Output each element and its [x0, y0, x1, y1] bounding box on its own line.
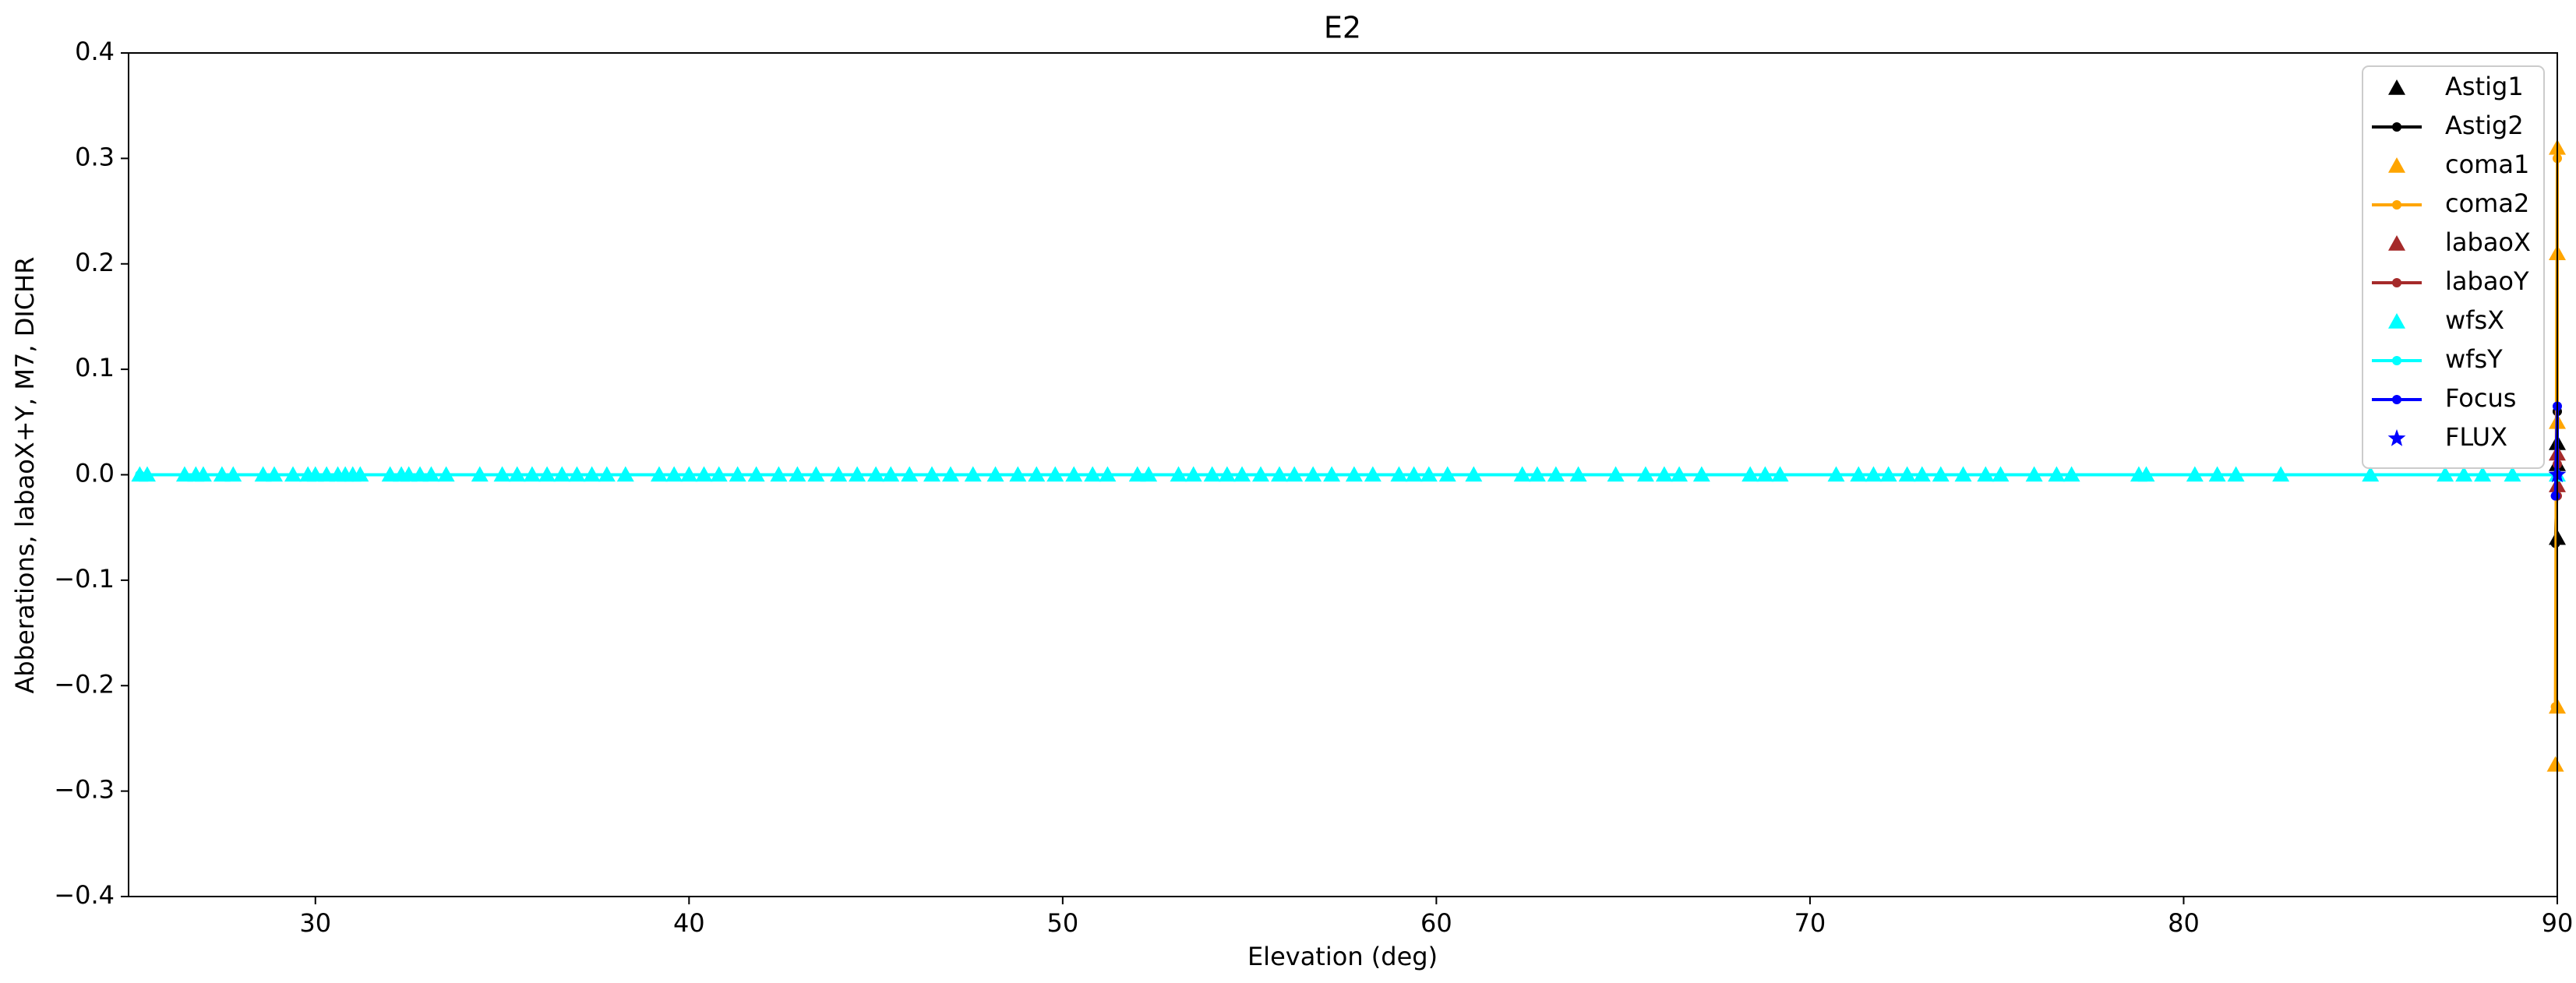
legend-label: labaoY [2445, 266, 2529, 296]
dot-marker [2392, 200, 2401, 210]
y-tick-label: 0.2 [75, 248, 115, 277]
y-tick-label: −0.4 [54, 880, 115, 910]
triangle-marker [2546, 756, 2564, 772]
x-tick-label: 30 [299, 908, 331, 938]
triangle-marker [2388, 79, 2405, 95]
y-tick-label: −0.1 [54, 564, 115, 594]
y-tick-label: −0.2 [54, 669, 115, 699]
star-marker [2387, 429, 2406, 446]
x-tick-label: 80 [2168, 908, 2200, 938]
y-tick-label: −0.3 [54, 775, 115, 805]
legend-label: coma2 [2445, 188, 2529, 218]
dot-marker [2550, 702, 2560, 712]
dot-marker [135, 470, 145, 480]
triangle-marker [2388, 157, 2405, 173]
dot-marker [2392, 395, 2401, 404]
y-tick-label: 0.4 [75, 37, 115, 66]
legend-label: Astig2 [2445, 111, 2524, 140]
triangle-marker [2388, 313, 2405, 329]
y-tick-label: 0.0 [75, 459, 115, 488]
legend-label: wfsX [2445, 305, 2504, 335]
x-tick-label: 50 [1046, 908, 1078, 938]
x-axis-label: Elevation (deg) [1247, 942, 1438, 971]
plot-frame [128, 52, 2558, 897]
dot-marker [2550, 491, 2560, 501]
x-tick-label: 40 [673, 908, 705, 938]
y-tick-label: 0.1 [75, 353, 115, 382]
triangle-marker [2388, 235, 2405, 251]
legend-label: Focus [2445, 383, 2516, 413]
x-tick-label: 70 [1794, 908, 1826, 938]
x-tick-label: 90 [2542, 908, 2574, 938]
dot-marker [2392, 356, 2401, 365]
legend-label: wfsY [2445, 344, 2503, 374]
y-axis-label: Abberations, labaoX+Y, M7, DICHR [10, 257, 40, 694]
legend-label: labaoX [2445, 227, 2531, 257]
chart-title: E2 [1324, 11, 1361, 45]
legend-box [2362, 65, 2545, 469]
dot-marker [2392, 278, 2401, 287]
legend-label: coma1 [2445, 150, 2529, 179]
dot-marker [2392, 122, 2401, 132]
x-tick-label: 60 [1420, 908, 1452, 938]
y-tick-label: 0.3 [75, 142, 115, 171]
legend-label: Astig1 [2445, 72, 2524, 101]
legend-label: FLUX [2445, 422, 2507, 452]
